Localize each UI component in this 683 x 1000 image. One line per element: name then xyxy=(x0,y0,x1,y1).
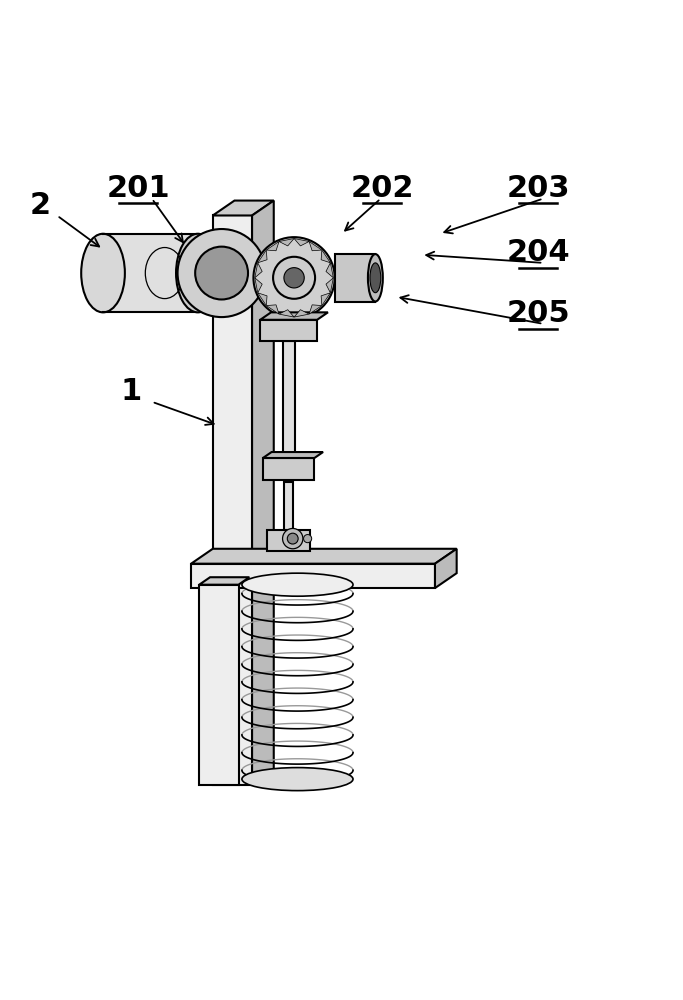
Polygon shape xyxy=(266,241,279,251)
Polygon shape xyxy=(199,577,249,585)
Polygon shape xyxy=(199,585,238,785)
Ellipse shape xyxy=(370,263,381,293)
Polygon shape xyxy=(257,293,267,306)
Text: 2: 2 xyxy=(29,191,51,220)
Polygon shape xyxy=(335,254,376,302)
Ellipse shape xyxy=(195,247,248,299)
Polygon shape xyxy=(267,530,310,551)
Polygon shape xyxy=(309,241,322,251)
Polygon shape xyxy=(257,250,267,263)
Polygon shape xyxy=(326,263,333,278)
Ellipse shape xyxy=(242,573,353,596)
Ellipse shape xyxy=(178,229,266,317)
Text: 201: 201 xyxy=(107,174,170,203)
Polygon shape xyxy=(252,201,274,785)
Polygon shape xyxy=(191,549,457,564)
Polygon shape xyxy=(294,310,309,317)
Text: 1: 1 xyxy=(121,377,142,406)
Polygon shape xyxy=(279,310,294,317)
Polygon shape xyxy=(309,305,322,314)
Text: 205: 205 xyxy=(506,299,570,328)
Polygon shape xyxy=(213,201,274,215)
Polygon shape xyxy=(260,320,317,341)
Ellipse shape xyxy=(176,234,220,312)
Polygon shape xyxy=(191,564,435,588)
Polygon shape xyxy=(263,458,314,480)
Ellipse shape xyxy=(283,528,303,549)
Polygon shape xyxy=(283,341,295,477)
Ellipse shape xyxy=(368,254,383,302)
Polygon shape xyxy=(266,305,279,314)
Text: 204: 204 xyxy=(506,238,570,267)
Ellipse shape xyxy=(273,257,315,299)
Polygon shape xyxy=(255,278,262,293)
Ellipse shape xyxy=(81,234,125,312)
Polygon shape xyxy=(255,263,262,278)
Ellipse shape xyxy=(288,533,298,544)
Polygon shape xyxy=(279,239,294,246)
Polygon shape xyxy=(321,293,331,306)
Text: 202: 202 xyxy=(350,174,414,203)
Polygon shape xyxy=(326,278,333,293)
Polygon shape xyxy=(321,250,331,263)
Ellipse shape xyxy=(303,535,311,543)
Polygon shape xyxy=(260,312,328,320)
Polygon shape xyxy=(263,452,323,458)
Ellipse shape xyxy=(242,768,353,791)
Polygon shape xyxy=(213,215,252,785)
Ellipse shape xyxy=(284,268,304,288)
Text: 203: 203 xyxy=(506,174,570,203)
Ellipse shape xyxy=(253,237,335,318)
Polygon shape xyxy=(103,234,198,312)
Polygon shape xyxy=(294,239,309,246)
Polygon shape xyxy=(284,482,293,530)
Polygon shape xyxy=(435,549,457,588)
